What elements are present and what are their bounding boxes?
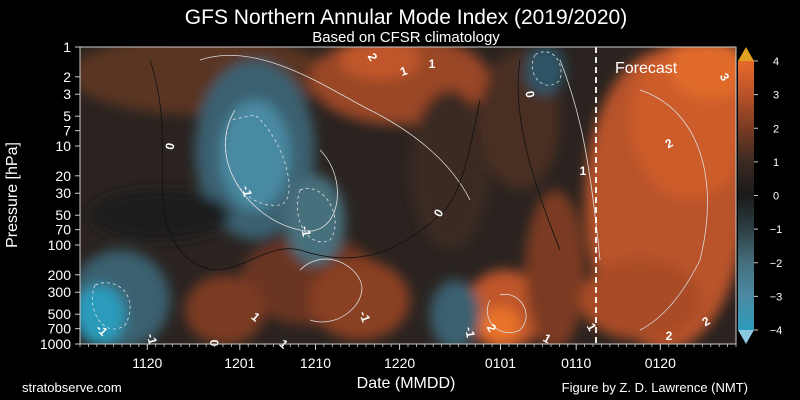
contour-label: -1 <box>298 225 314 238</box>
colorbar-gradient <box>738 61 754 330</box>
x-tick-label: 1201 <box>224 355 255 371</box>
x-axis: 1120 1201 1210 1220 0101 0110 0120 <box>79 344 737 371</box>
heatmap-field <box>80 47 736 344</box>
y-tick-label: 20 <box>55 168 71 184</box>
x-tick-label: 0110 <box>561 355 591 371</box>
x-axis-label: Date (MMDD) <box>357 375 456 392</box>
x-tick-label: 0101 <box>485 355 516 371</box>
y-tick-label: 1000 <box>40 336 71 352</box>
colorbar-tick-label: −1 <box>770 224 783 236</box>
contour-label: -1 <box>462 326 478 339</box>
y-tick-label: 30 <box>55 185 71 201</box>
x-tick-label: 1220 <box>384 355 415 371</box>
colorbar-tick-label: 1 <box>773 157 779 169</box>
y-axis-label: Pressure [hPa] <box>4 142 21 248</box>
contour-label: 0 <box>163 141 178 150</box>
negative-contours <box>91 51 562 330</box>
y-tick-label: 2 <box>63 69 71 85</box>
colorbar-tick-label: 4 <box>773 56 779 68</box>
contour-label: 1 <box>429 57 436 71</box>
contour-label: -1 <box>144 332 160 346</box>
colorbar-tick-label: 3 <box>773 90 779 102</box>
contour-label: 0 <box>522 90 537 99</box>
colorbar-tick-label: 2 <box>773 123 779 135</box>
x-tick-label: 1120 <box>132 355 162 371</box>
contour-label: -1 <box>239 185 255 198</box>
colorbar: 4 3 2 1 0 −1 −2 −3 −4 <box>738 47 782 344</box>
footer-credit: Figure by Z. D. Lawrence (NMT) <box>562 380 748 395</box>
x-tick-label: 1210 <box>300 355 331 371</box>
contour-label: 0 <box>207 340 221 347</box>
contour-label: 2 <box>666 329 673 343</box>
y-tick-label: 70 <box>55 222 71 238</box>
y-tick-label: 200 <box>48 267 72 283</box>
colorbar-tick-label: 0 <box>773 191 779 203</box>
colorbar-tick-label: −2 <box>770 258 783 270</box>
y-tick-label: 5 <box>63 108 71 124</box>
colorbar-extend-top <box>738 47 754 61</box>
zero-contours <box>149 59 561 271</box>
footer-source: stratobserve.com <box>22 380 122 395</box>
contour-label: 1 <box>398 63 409 79</box>
y-tick-label: 50 <box>55 207 71 223</box>
y-tick-label: 700 <box>48 321 72 337</box>
forecast-label: Forecast <box>615 60 678 77</box>
contour-label: -1 <box>356 309 373 324</box>
y-tick-label: 100 <box>48 237 72 253</box>
contour-lines <box>199 55 708 333</box>
y-tick-label: 10 <box>55 138 71 154</box>
y-tick-label: 3 <box>63 86 71 102</box>
colorbar-tick-label: −3 <box>770 291 783 303</box>
colorbar-ticks: 4 3 2 1 0 −1 −2 −3 −4 <box>754 56 782 337</box>
y-tick-label: 7 <box>63 123 71 139</box>
y-tick-label: 1 <box>63 39 71 55</box>
colorbar-extend-bottom <box>738 330 754 344</box>
y-tick-label: 500 <box>48 306 72 322</box>
chart-subtitle: Based on CFSR climatology <box>312 29 500 46</box>
chart-title: GFS Northern Annular Mode Index (2019/20… <box>185 6 627 29</box>
x-tick-label: 0120 <box>645 355 676 371</box>
colorbar-tick-label: −4 <box>770 325 783 337</box>
contour-label: 1 <box>580 164 587 178</box>
y-tick-label: 300 <box>48 284 72 300</box>
